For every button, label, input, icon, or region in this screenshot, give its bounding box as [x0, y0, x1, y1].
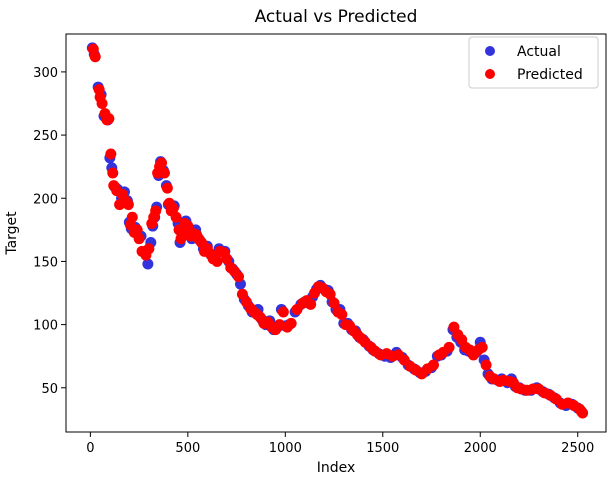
point-predicted — [182, 220, 194, 232]
plot-frame — [65, 33, 607, 433]
x-axis-label: Index — [317, 460, 356, 476]
point-predicted — [427, 359, 439, 371]
x-axis-ticks: 0 500 1000 1500 2000 2500 — [86, 432, 594, 456]
legend-marker-actual — [485, 46, 495, 56]
point-predicted — [167, 202, 179, 214]
point-predicted — [305, 298, 317, 310]
point-predicted — [158, 167, 170, 179]
x-tick-label: 500 — [175, 441, 200, 456]
y-tick-label: 150 — [33, 255, 58, 270]
point-predicted — [336, 308, 348, 320]
point-predicted — [156, 157, 168, 169]
point-actual — [142, 258, 154, 270]
point-predicted — [103, 113, 115, 125]
x-tick-label: 1500 — [366, 441, 399, 456]
point-predicted — [161, 182, 173, 194]
legend: Actual Predicted — [468, 36, 599, 89]
point-predicted — [324, 288, 336, 300]
x-tick-label: 1000 — [269, 441, 302, 456]
y-tick-label: 300 — [33, 66, 58, 81]
point-predicted — [233, 271, 245, 283]
series-actual — [86, 42, 588, 418]
legend-box — [468, 36, 599, 89]
y-axis-ticks: 50 100 150 200 250 300 — [33, 66, 66, 397]
point-predicted — [131, 224, 143, 236]
point-predicted — [328, 297, 340, 309]
series-predicted — [87, 43, 589, 419]
chart-title: Actual vs Predicted — [255, 7, 418, 27]
point-predicted — [443, 341, 455, 353]
y-tick-label: 100 — [33, 319, 58, 334]
point-predicted — [126, 211, 138, 223]
legend-label-predicted: Predicted — [517, 67, 583, 83]
point-predicted — [221, 253, 233, 265]
point-predicted — [150, 205, 162, 217]
legend-marker-predicted — [485, 69, 495, 79]
point-predicted — [107, 167, 119, 179]
x-tick-label: 2000 — [464, 441, 497, 456]
point-predicted — [96, 97, 108, 109]
point-predicted — [122, 199, 134, 211]
y-axis-label: Target — [4, 211, 20, 256]
point-predicted — [105, 148, 117, 160]
y-tick-label: 50 — [41, 382, 58, 397]
points-layer — [86, 42, 589, 419]
x-tick-label: 2500 — [561, 441, 594, 456]
point-predicted — [577, 407, 589, 419]
point-predicted — [89, 51, 101, 63]
point-predicted — [170, 211, 182, 223]
legend-label-actual: Actual — [517, 44, 561, 60]
point-predicted — [285, 317, 297, 329]
point-predicted — [143, 243, 155, 255]
x-tick-label: 0 — [86, 441, 94, 456]
y-tick-label: 200 — [33, 192, 58, 207]
point-predicted — [133, 233, 145, 245]
y-tick-label: 250 — [33, 129, 58, 144]
point-predicted — [211, 255, 223, 267]
point-predicted — [480, 359, 492, 371]
point-predicted — [277, 306, 289, 318]
point-predicted — [476, 341, 488, 353]
